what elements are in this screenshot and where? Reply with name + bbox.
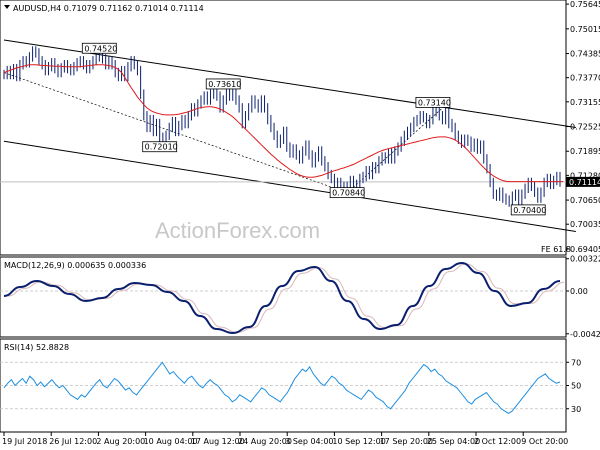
annotation-layer: 0.74520 0.73610 0.72010 0.73140 0.70840 0.704… [81,42,546,216]
price-annotation-box [81,42,117,54]
current-price-label: 0.71114 [569,178,600,187]
price-tick-label: 0.72525 [570,123,600,132]
x-tick-label: 2 Oct 12:00 [474,437,521,446]
moving-average-line [3,64,564,183]
price-annotation: 0.74520 [84,44,117,53]
macd-axis: 0.003227 0.00 -0.004279 [566,255,600,339]
price-annotation-box [415,96,451,108]
price-tick-label: 0.73770 [570,74,600,83]
price-annotation-box [142,141,178,153]
x-tick-label: 2 Aug 20:00 [96,437,145,446]
price-tick-label: 0.69405 [570,245,600,254]
symbol-header: AUDUSD,H4 0.71079 0.71162 0.71014 0.7111… [4,4,204,13]
price-annotation: 0.70840 [332,189,365,198]
rsi-tick-label: 70 [571,358,581,367]
channel-lower-line [3,140,576,232]
price-annotation: 0.70400 [513,206,546,215]
price-tick-label: 0.70035 [570,220,600,229]
rsi-axis: 70 50 30 [566,358,581,414]
macd-tick-label: 0.00 [570,287,588,296]
rsi-label: RSI(14) 52.8828 [4,343,69,352]
x-tick-label: 25 Sep 04:00 [427,437,480,446]
x-tick-label: 10 Aug 04:00 [144,437,198,446]
macd-tick-label: -0.004279 [570,330,600,339]
macd-tick-label: 0.003227 [570,255,600,264]
rsi-tick-label: 50 [571,382,581,391]
price-annotation: 0.73610 [208,80,241,89]
macd-label: MACD(12,26,9) 0.000635 0.000336 [4,261,146,270]
x-tick-label: 17 Aug 12:00 [191,437,245,446]
price-tick-label: 0.71280 [570,171,600,180]
price-tick-label: 0.75645 [570,0,600,9]
price-annotation-box [205,78,241,90]
price-layer [0,39,576,232]
price-annotation: 0.72010 [145,143,178,152]
x-tick-label: 9 Oct 20:00 [521,437,568,446]
price-tick-label: 0.70650 [570,196,600,205]
price-annotation-box [329,187,365,199]
rsi-line [3,361,561,414]
price-tick-label: 0.73155 [570,98,600,107]
price-panel [0,0,567,256]
x-tick-label: 17 Sep 20:00 [380,437,433,446]
macd-layer [0,261,566,335]
x-tick-label: 10 Sep 12:00 [332,437,385,446]
price-tick-label: 0.75015 [570,25,600,34]
rsi-tick-label: 30 [571,405,581,414]
x-tick-label: 19 Jul 2018 [2,437,47,446]
watermark: ActionForex.com [155,218,320,243]
symbol-header-text: AUDUSD,H4 0.71079 0.71162 0.71014 0.7111… [13,4,204,13]
current-price-box [566,176,600,187]
price-axis: 0.75645 0.75015 0.74385 0.73770 0.73155 0.725… [566,0,600,254]
fe-label: FE 61.8 [541,245,571,254]
rsi-layer [0,361,566,414]
x-tick-label: 26 Jul 12:00 [49,437,97,446]
x-tick-label: 3 Sep 04:00 [285,437,333,446]
dotted-trend-line-2 [346,102,450,193]
macd-main-line [3,261,561,335]
price-tick-label: 0.71895 [570,147,600,156]
triangle-down-icon [4,5,10,9]
price-annotation-box [510,204,546,216]
price-annotation: 0.73140 [418,98,451,107]
price-tick-label: 0.74385 [570,50,600,59]
x-tick-label: 24 Aug 20:00 [238,437,292,446]
